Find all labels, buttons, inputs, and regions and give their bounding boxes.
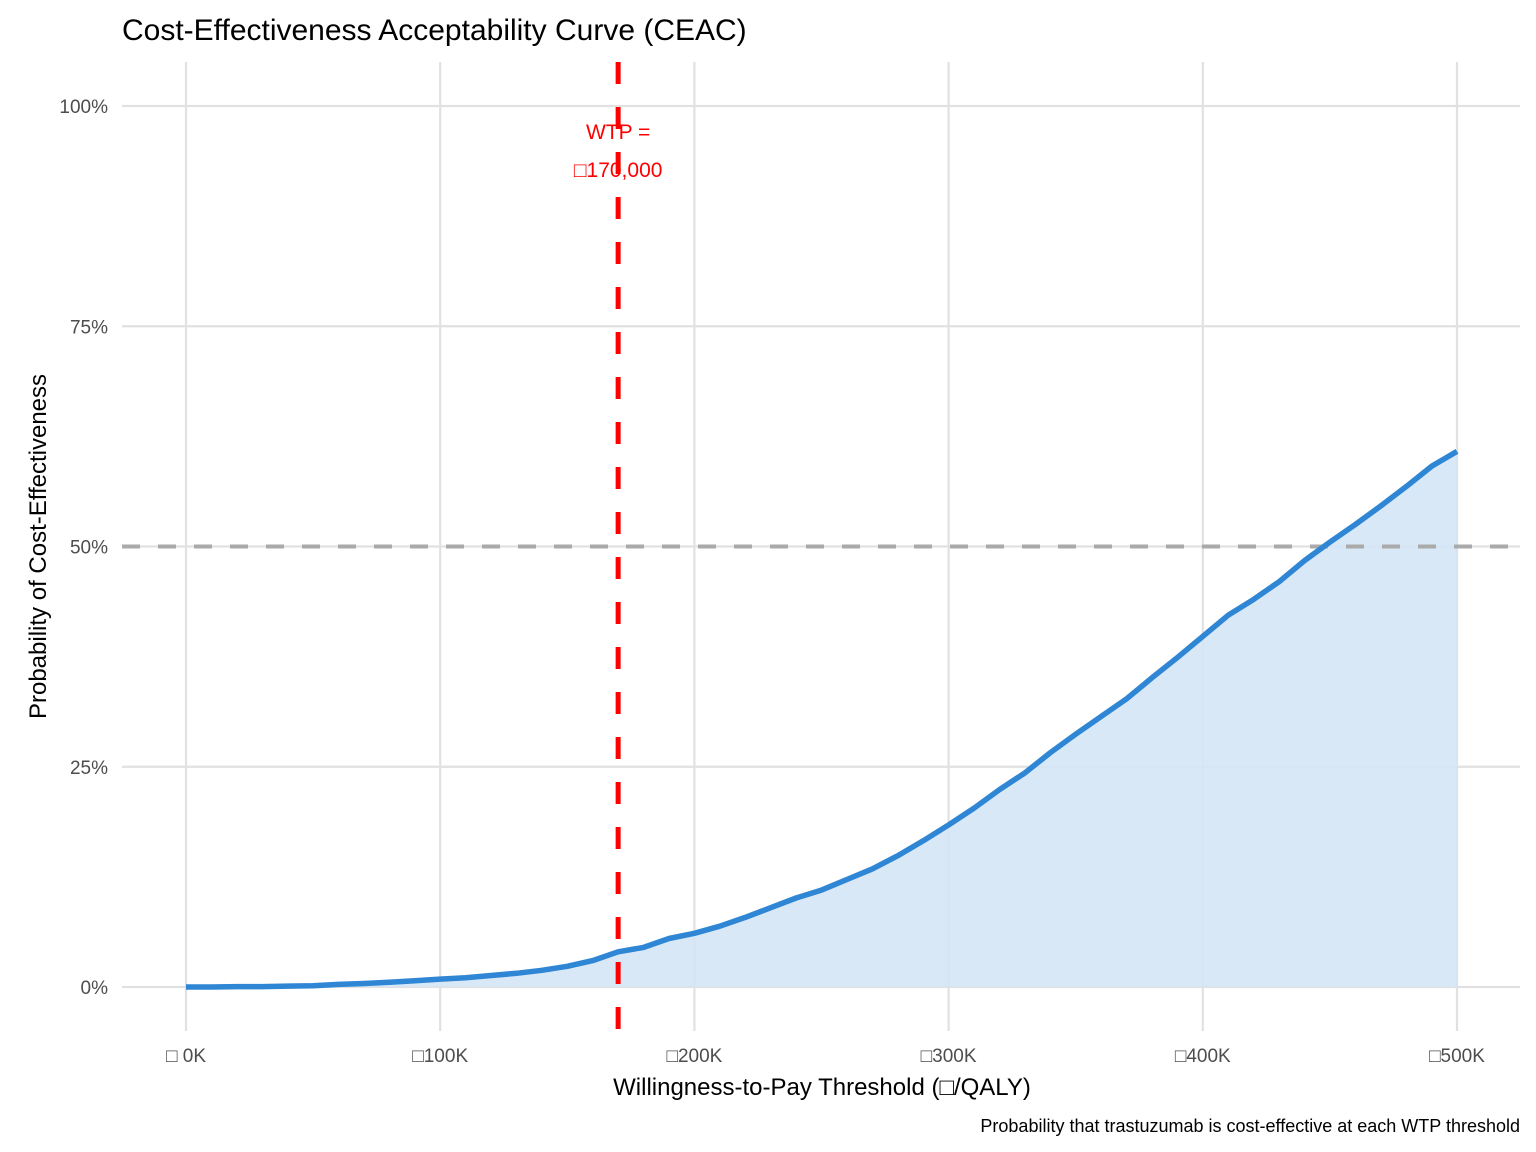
y-tick-label: 75% [70, 317, 108, 338]
y-tick-label: 100% [59, 97, 108, 118]
ceac-series-line [186, 449, 1459, 990]
wtp-annotation: WTP = □170,000 [574, 121, 663, 182]
wtp-annotation-line1: WTP = [586, 121, 650, 144]
x-axis-title: Willingness-to-Pay Threshold (□/QALY) [613, 1074, 1031, 1101]
reference-lines [122, 62, 1520, 1031]
ceac-area-fill [186, 451, 1457, 987]
chart-caption: Probability that trastuzumab is cost-eff… [980, 1116, 1520, 1136]
y-tick-label: 50% [70, 538, 108, 559]
x-tick-label: □200K [666, 1046, 722, 1067]
y-tick-label: 25% [70, 758, 108, 779]
chart-title: Cost-Effectiveness Acceptability Curve (… [122, 14, 747, 47]
y-tick-label: 0% [81, 978, 109, 999]
x-axis-ticks: □ 0K □100K □200K □300K □400K □500K [166, 1046, 1485, 1067]
x-tick-label: □300K [921, 1046, 977, 1067]
y-axis-ticks: 0% 25% 50% 75% 100% [59, 97, 108, 999]
wtp-annotation-line2: □170,000 [574, 159, 663, 182]
x-tick-label: □ 0K [166, 1046, 206, 1067]
x-tick-label: □400K [1175, 1046, 1231, 1067]
y-axis-title: Probability of Cost-Effectiveness [25, 374, 52, 719]
x-tick-label: □500K [1429, 1046, 1485, 1067]
x-tick-label: □100K [412, 1046, 468, 1067]
